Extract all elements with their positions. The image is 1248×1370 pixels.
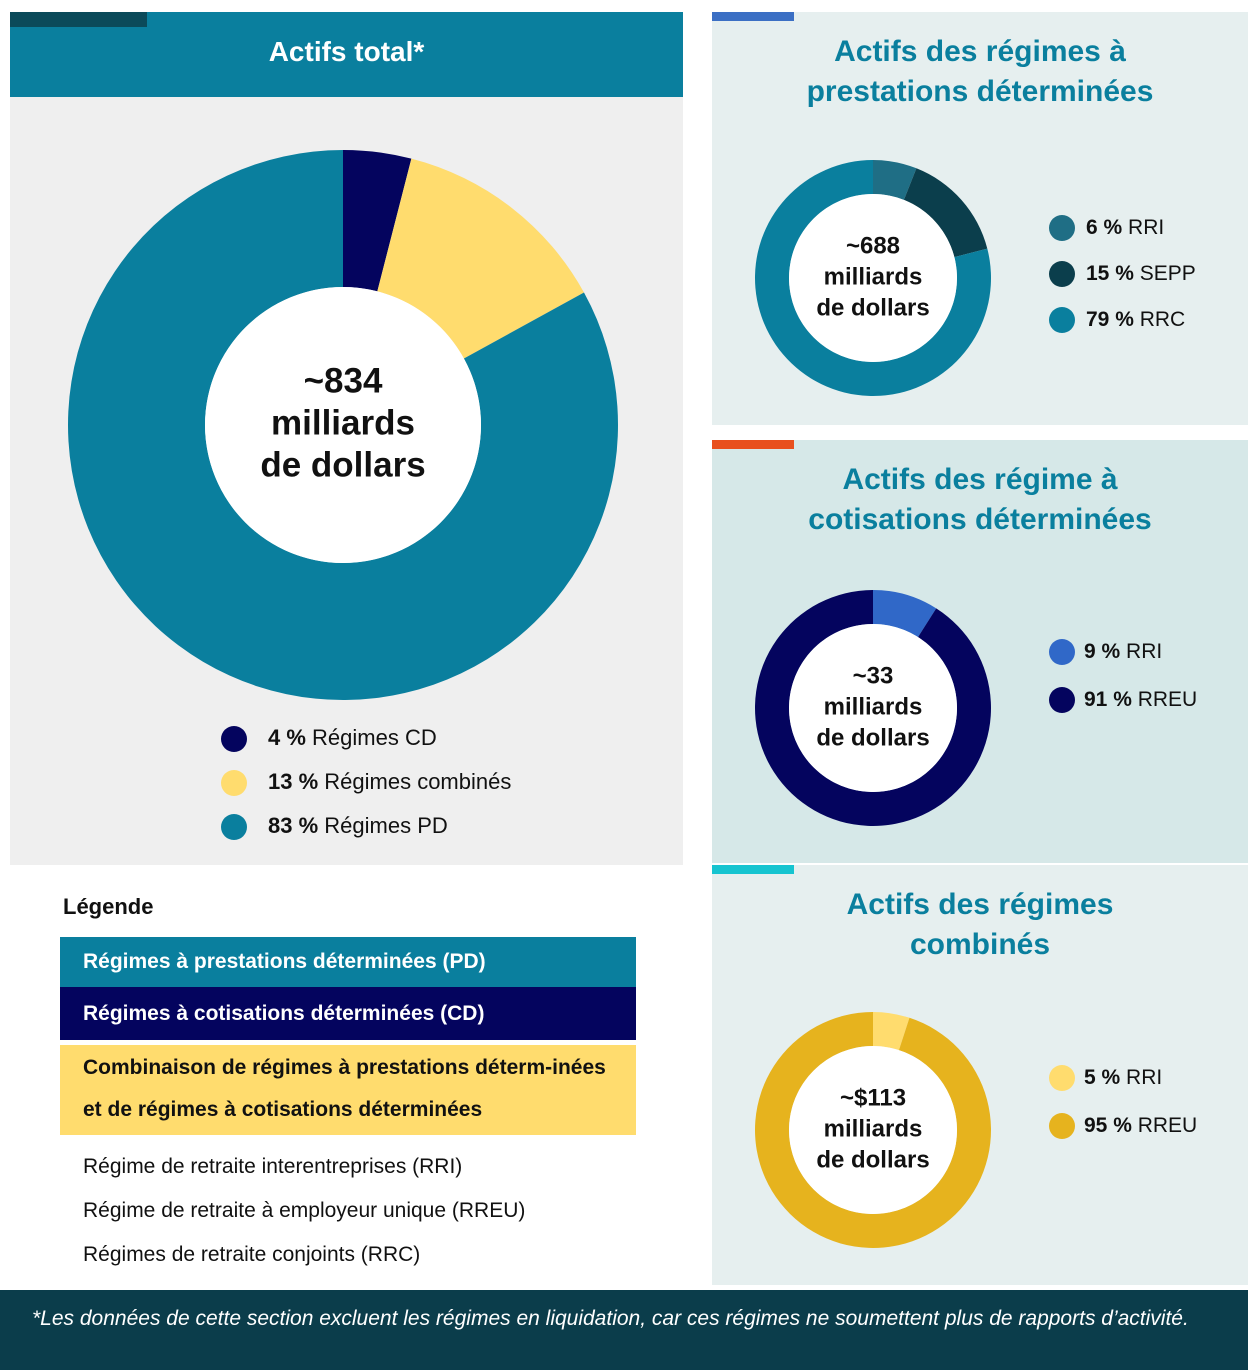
center-label: milliards: [271, 403, 415, 442]
footnote: *Les données de cette section excluent l…: [0, 1290, 1248, 1370]
center-label: milliards: [824, 693, 923, 720]
center-label: milliards: [824, 263, 923, 290]
accent-bar: [712, 440, 794, 449]
donut-slice: [343, 150, 412, 292]
center-label: de dollars: [816, 294, 929, 321]
legend-dot: [1049, 1065, 1075, 1091]
accent-bar: [10, 12, 147, 27]
center-label: ~834: [304, 361, 383, 400]
legend-label: RREU: [1138, 1114, 1198, 1137]
legend-abbreviation: Régimes de retraite conjoints (RRC): [83, 1243, 421, 1266]
center-label: de dollars: [260, 445, 425, 484]
chart-title: Actifs des régimes combinés: [846, 888, 1114, 961]
legend-label: SEPP: [1140, 262, 1196, 285]
chart-title: Actifs total*: [268, 36, 425, 67]
accent-bar: [712, 865, 794, 874]
legend-label: RRI: [1126, 640, 1162, 663]
center-label: ~$113: [840, 1084, 906, 1111]
legend-value: 4 %: [268, 725, 306, 750]
legend-value: 5 %: [1084, 1066, 1121, 1089]
donut-hole: [789, 1046, 957, 1214]
legend-entry: 15 % SEPP: [1086, 262, 1196, 285]
center-label: ~33: [853, 662, 894, 689]
donut-slice: [903, 168, 988, 258]
legend-label: Régimes PD: [324, 813, 447, 838]
legend-value: 15 %: [1086, 262, 1134, 285]
legend-value: 91 %: [1084, 688, 1132, 711]
legend-entry: 9 % RRI: [1084, 640, 1162, 663]
center-label: ~688: [846, 232, 900, 259]
legend-entry: 6 % RRI: [1086, 216, 1164, 239]
legend-label: RREU: [1138, 688, 1198, 711]
legend-entry: 83 % Régimes PD: [268, 813, 448, 838]
legend-band: Régimes à prestations déterminées (PD): [60, 937, 636, 987]
legend-dot: [1049, 215, 1075, 241]
legend-dot: [221, 814, 247, 840]
legend-value: 6 %: [1086, 216, 1123, 239]
center-label: milliards: [824, 1115, 923, 1142]
donut-hole: [789, 194, 957, 362]
legend-abbreviation: Régime de retraite à employeur unique (R…: [83, 1199, 526, 1222]
donut-slice: [873, 590, 937, 638]
donut-slice: [68, 149, 618, 700]
legend-label: RRI: [1126, 1066, 1162, 1089]
donut-hole: [205, 287, 481, 563]
donut-hole: [789, 624, 957, 792]
legend-value: 9 %: [1084, 640, 1121, 663]
legend-dot: [1049, 639, 1075, 665]
legend-entry: 91 % RREU: [1084, 688, 1197, 711]
legend-dot: [221, 726, 247, 752]
legend-label: Régimes CD: [312, 725, 437, 750]
legend-dot: [1049, 261, 1075, 287]
legend-band: Régimes à cotisations déterminées (CD): [60, 987, 636, 1040]
legend-label: RRI: [1128, 216, 1164, 239]
legend-label: RRC: [1140, 308, 1186, 331]
center-label: de dollars: [816, 1146, 929, 1173]
legend-dot: [1049, 307, 1075, 333]
donut-slice: [377, 158, 584, 359]
legend-entry: 13 % Régimes combinés: [268, 769, 511, 794]
donut-slice: [873, 160, 917, 200]
legend-dot: [1049, 687, 1075, 713]
legend-dot: [1049, 1113, 1075, 1139]
chart-title: Actifs des régimes à prestations détermi…: [806, 35, 1154, 108]
legend-band: Combinaison de régimes à prestations dét…: [60, 1045, 636, 1135]
accent-bar: [712, 12, 794, 21]
legend-value: 13 %: [268, 769, 318, 794]
legend-title: Légende: [63, 894, 154, 919]
legend-label: Régimes combinés: [324, 769, 511, 794]
legend-value: 95 %: [1084, 1114, 1132, 1137]
legend-entry: 95 % RREU: [1084, 1114, 1197, 1137]
legend-entry: 4 % Régimes CD: [268, 725, 437, 750]
center-label: de dollars: [816, 724, 929, 751]
legend-abbreviation: Régime de retraite interentreprises (RRI…: [83, 1155, 463, 1178]
chart-title: Actifs des régime à cotisations détermin…: [808, 463, 1152, 536]
legend-box: Légende Régimes à prestations déterminée…: [17, 868, 676, 1285]
legend-value: 83 %: [268, 813, 318, 838]
legend-value: 79 %: [1086, 308, 1134, 331]
legend-entry: 5 % RRI: [1084, 1066, 1162, 1089]
donut-slice: [873, 1012, 910, 1051]
legend-dot: [221, 770, 247, 796]
legend-entry: 79 % RRC: [1086, 308, 1185, 331]
